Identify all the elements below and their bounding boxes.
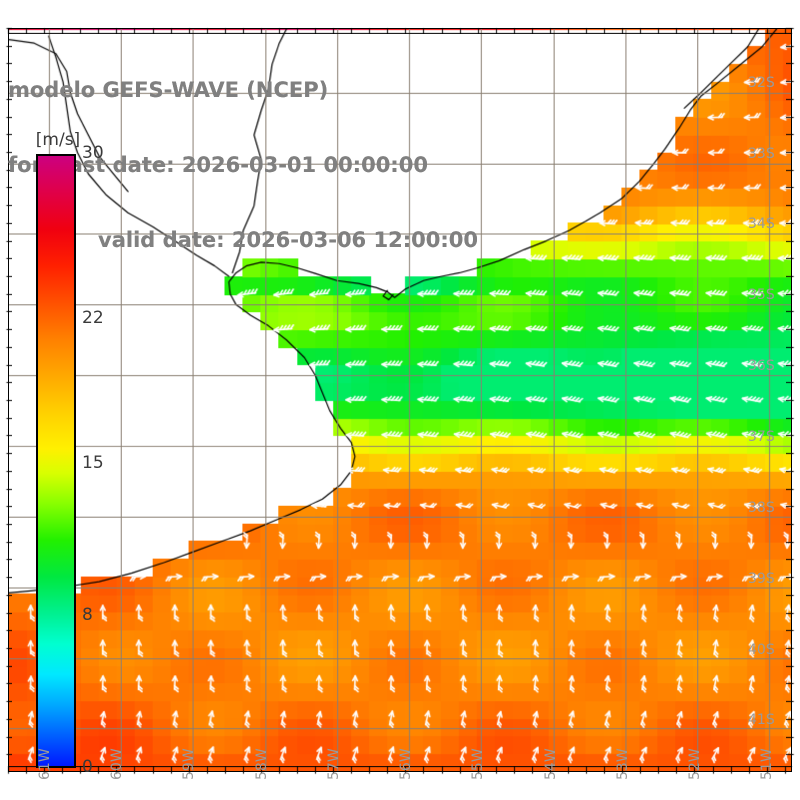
colorbar-tick-15: 15 (82, 453, 104, 474)
colorbar-tick-30: 30 (82, 143, 104, 163)
colorbar[interactable] (36, 154, 76, 768)
colorbar-unit-label: [m/s] (35, 130, 81, 150)
colorbar-tick-0: 0 (82, 757, 93, 777)
map-plot-area[interactable] (8, 28, 792, 772)
colorbar-tick-22: 22 (82, 307, 104, 328)
colorbar-gradient (36, 154, 76, 768)
axis-ticks-top (0, 24, 800, 34)
colorbar-tick-8: 8 (82, 604, 93, 625)
axis-ticks-right (786, 0, 800, 800)
axis-ticks-left (2, 0, 12, 800)
axis-ticks-bottom (0, 766, 800, 780)
graticule-grid (9, 29, 791, 771)
